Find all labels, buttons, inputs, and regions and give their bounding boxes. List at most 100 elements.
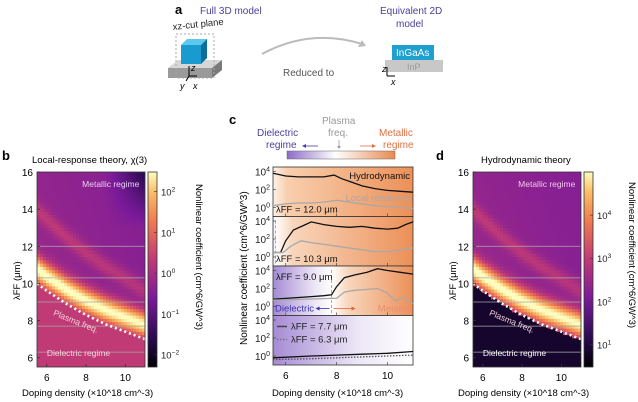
heatmap-cell: [64, 214, 68, 219]
heatmap-cell: [509, 185, 513, 189]
heatmap-cell: [127, 191, 131, 196]
heatmap-cell: [530, 363, 534, 367]
heatmap-cell: [506, 350, 510, 355]
heatmap-cell: [94, 350, 98, 355]
heatmap-cell: [578, 292, 581, 297]
heatmap-cell: [88, 175, 92, 180]
heatmap-cell: [46, 172, 50, 176]
heatmap-cell: [61, 331, 65, 336]
heatmap-cell: [509, 285, 513, 290]
heatmap-cell: [64, 344, 68, 349]
heatmap-cell: [88, 256, 92, 261]
x-axis-label-b: Doping density (×10^18 cm^-3): [22, 388, 153, 399]
heatmap-cell: [127, 220, 131, 225]
heatmap-cell: [91, 207, 95, 212]
heatmap-cell: [575, 220, 579, 225]
heatmap-cell: [482, 295, 486, 300]
heatmap-cell: [121, 246, 125, 251]
heatmap-cell: [506, 250, 510, 254]
heatmap-cell: [479, 285, 483, 290]
heatmap-cell: [539, 214, 543, 219]
heatmap-cell: [521, 279, 525, 284]
heatmap-cell: [136, 191, 140, 196]
arrowhead: [351, 306, 356, 311]
heatmap-cell: [121, 233, 125, 238]
heatmap-cell: [136, 269, 140, 274]
heatmap-cell: [124, 282, 128, 287]
heatmap-cell: [488, 321, 492, 326]
heatmap-cell: [130, 357, 134, 362]
heatmap-cell: [52, 285, 56, 290]
heatmap-cell: [46, 185, 50, 189]
heatmap-cell: [563, 318, 567, 323]
heatmap-cell: [548, 246, 552, 251]
colorbar-tick-label: 101: [161, 227, 176, 239]
heatmap-cell: [515, 344, 519, 349]
heatmap-cell: [64, 204, 68, 209]
heatmap-cell: [103, 198, 107, 202]
heatmap-cell: [515, 289, 519, 293]
heatmap-cell: [106, 302, 110, 306]
heatmap-cell: [476, 350, 480, 355]
heatmap-cell: [560, 318, 564, 323]
heatmap-cell: [106, 185, 110, 189]
heatmap-cell: [73, 217, 77, 222]
heatmap-cell: [488, 289, 492, 293]
heatmap-cell: [509, 266, 513, 271]
heatmap-cell: [497, 214, 501, 219]
heatmap-cell: [548, 259, 552, 264]
heatmap-cell: [545, 220, 549, 225]
heatmap-cell: [94, 321, 98, 326]
heatmap-cell: [485, 194, 489, 199]
heatmap-cell: [73, 269, 77, 274]
heatmap-cell: [115, 217, 119, 222]
heatmap-cell: [58, 256, 62, 261]
heatmap-cell: [557, 224, 561, 228]
heatmap-cell: [500, 191, 504, 196]
heatmap-cell: [533, 194, 537, 199]
heatmap-cell: [542, 360, 546, 365]
heatmap-cell: [64, 289, 68, 293]
heatmap-cell: [136, 350, 140, 355]
heatmap-cell: [554, 198, 558, 202]
heatmap-cell: [479, 302, 483, 306]
heatmap-cell: [557, 237, 561, 241]
lambda-label: λFF = 12.0 μm: [276, 205, 338, 216]
heatmap-cell: [494, 263, 498, 267]
heatmap-cell: [115, 175, 119, 180]
series-local-response: [272, 199, 414, 210]
heatmap-cell: [509, 315, 513, 319]
heatmap-cell: [530, 181, 534, 186]
heatmap-cell: [503, 172, 507, 176]
heatmap-cell: [473, 256, 477, 261]
heatmap-cell: [536, 311, 540, 316]
heatmap-cell: [79, 360, 83, 365]
heatmap-cell: [127, 298, 131, 303]
heatmap-cell: [58, 172, 62, 176]
heatmap-cell: [503, 185, 507, 189]
heatmap-cell: [488, 237, 492, 241]
heatmap-cell: [79, 194, 83, 199]
heatmap-cell: [124, 334, 128, 339]
heatmap-cell: [127, 237, 131, 241]
heatmap-cell: [118, 207, 122, 212]
heatmap-cell: [133, 259, 137, 264]
heatmap-cell: [539, 292, 543, 297]
heatmap-cell: [491, 269, 495, 274]
heatmap-cell: [55, 253, 59, 258]
heatmap-cell: [100, 191, 104, 196]
heatmap-cell: [43, 175, 47, 180]
heatmap-cell: [476, 198, 480, 202]
heatmap-cell: [73, 315, 77, 319]
heatmap-cell: [530, 191, 534, 196]
heatmap-cell: [67, 246, 71, 251]
heatmap-cell: [512, 185, 516, 189]
heatmap-cell: [88, 250, 92, 254]
heatmap-cell: [127, 207, 131, 212]
heatmap-cell: [76, 311, 80, 316]
heatmap-cell: [61, 181, 65, 186]
heatmap-cell: [103, 263, 107, 267]
heatmap-cell: [88, 259, 92, 264]
heatmap-cell: [473, 311, 477, 316]
heatmap-cell: [49, 334, 53, 339]
